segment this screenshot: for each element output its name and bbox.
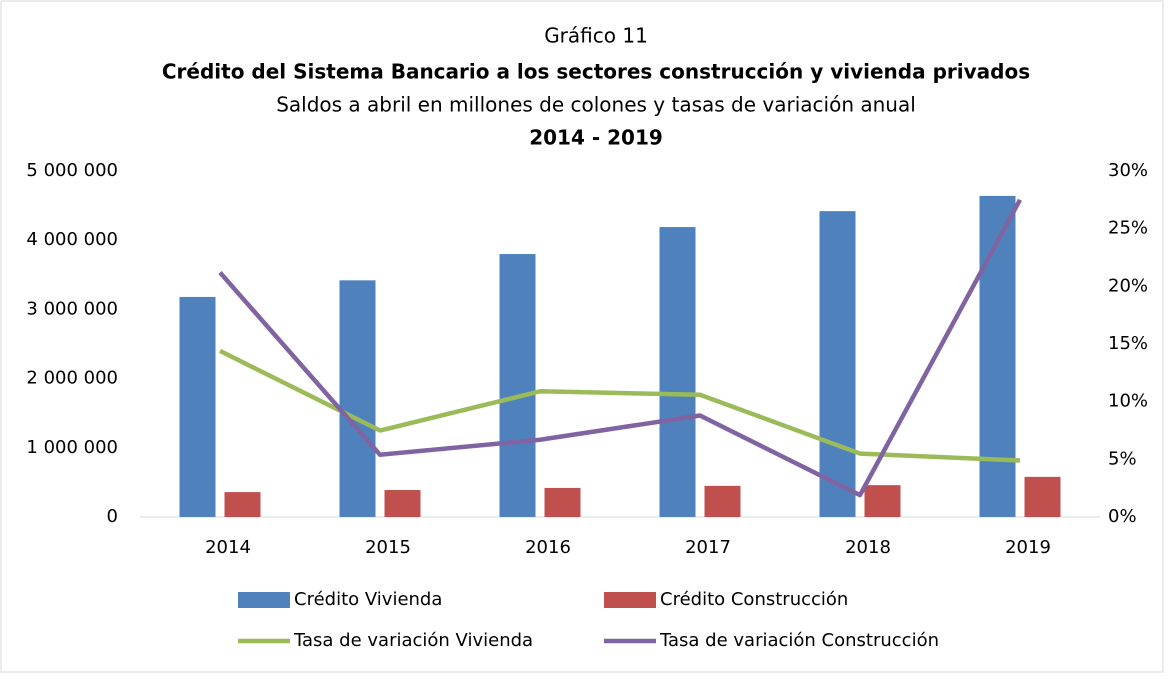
bar	[224, 492, 261, 517]
x-tick-label: 2015	[365, 537, 411, 558]
line	[218, 348, 1021, 463]
y-tick-label: 3 000 000	[26, 298, 118, 319]
legend-label: Tasa de variación Vivienda	[293, 630, 533, 651]
y2-tick-label: 5%	[1108, 448, 1137, 469]
y-tick-label: 0	[107, 506, 118, 527]
legend-swatch	[604, 592, 656, 608]
bar	[704, 485, 741, 517]
bar	[864, 485, 901, 517]
bar	[499, 254, 536, 518]
x-tick-label: 2016	[525, 537, 571, 558]
x-tick-label: 2019	[1005, 537, 1051, 558]
chart-period: 2014 - 2019	[529, 126, 663, 150]
legend-swatch	[238, 592, 290, 608]
bar	[544, 487, 581, 517]
y2-tick-label: 25%	[1108, 218, 1148, 239]
legend-label: Crédito Vivienda	[294, 589, 442, 610]
bar	[179, 296, 216, 517]
bar	[659, 227, 696, 517]
line	[218, 198, 1022, 498]
y2-tick-label: 0%	[1108, 506, 1137, 527]
y2-tick-label: 10%	[1108, 391, 1148, 412]
x-tick-label: 2014	[205, 537, 251, 558]
x-tick-label: 2017	[685, 537, 731, 558]
y-tick-label: 5 000 000	[26, 160, 118, 181]
bar	[384, 490, 421, 517]
bar	[819, 211, 856, 518]
y2-tick-label: 30%	[1108, 160, 1148, 181]
legend-label: Tasa de variación Construcción	[659, 630, 939, 651]
chart-title: Gráfico 11	[544, 24, 648, 48]
bar	[979, 195, 1016, 518]
x-tick-label: 2018	[845, 537, 891, 558]
bar	[339, 280, 376, 517]
y-tick-label: 2 000 000	[26, 368, 118, 389]
y-tick-label: 4 000 000	[26, 229, 118, 250]
y-tick-label: 1 000 000	[26, 437, 118, 458]
legend-label: Crédito Construcción	[660, 589, 848, 610]
chart-subtitle: Crédito del Sistema Bancario a los secto…	[162, 60, 1030, 84]
y2-tick-label: 15%	[1108, 333, 1148, 354]
bar	[1024, 476, 1061, 517]
y2-tick-label: 20%	[1108, 275, 1148, 296]
chart-description: Saldos a abril en millones de colones y …	[276, 93, 916, 117]
